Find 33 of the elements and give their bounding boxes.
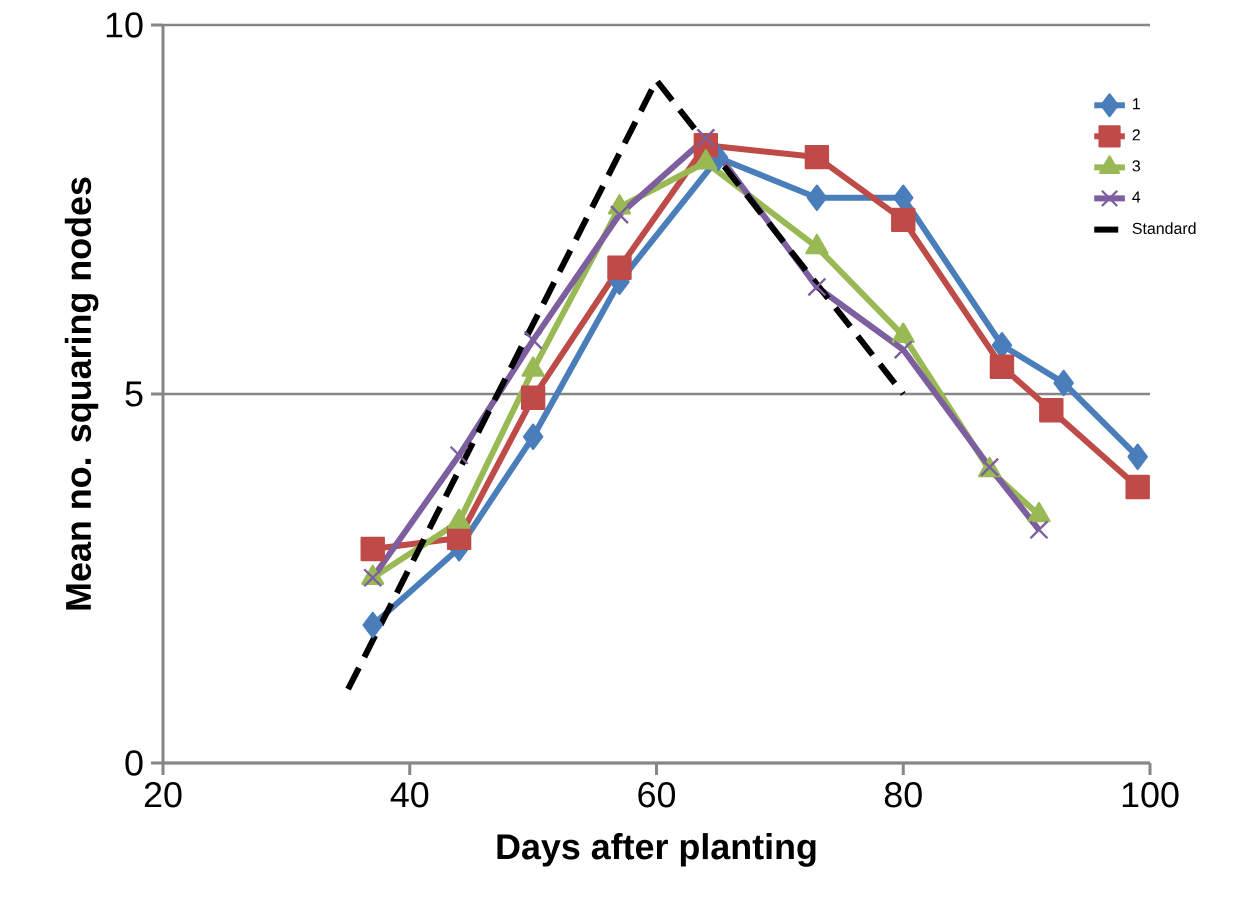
point bbox=[1127, 443, 1148, 470]
point bbox=[520, 385, 546, 410]
point bbox=[806, 184, 828, 211]
x-tick-label: 100 bbox=[1122, 782, 1179, 808]
y-axis-title: Mean no. squaring nodes bbox=[64, 177, 99, 610]
point bbox=[360, 536, 385, 562]
y-tick-label: 5 bbox=[125, 381, 143, 407]
point bbox=[891, 207, 916, 233]
y-tick-label: 10 bbox=[106, 12, 143, 38]
point bbox=[607, 255, 632, 280]
point bbox=[1125, 474, 1150, 500]
point bbox=[522, 423, 544, 450]
x-tick-label: 80 bbox=[884, 782, 922, 808]
y-tick-label: 0 bbox=[125, 750, 143, 776]
x-tick-label: 20 bbox=[144, 782, 182, 808]
legend-label: Standard bbox=[1132, 222, 1196, 235]
x-tick-label: 60 bbox=[638, 782, 676, 808]
point bbox=[1053, 369, 1074, 397]
point bbox=[989, 354, 1015, 379]
point bbox=[362, 611, 383, 639]
point bbox=[696, 128, 716, 148]
point bbox=[1039, 398, 1064, 423]
point bbox=[893, 184, 914, 211]
point bbox=[804, 144, 830, 170]
point bbox=[807, 277, 827, 297]
legend-label: 3 bbox=[1132, 160, 1141, 172]
legend-label: 2 bbox=[1132, 129, 1140, 141]
legend-label: 1 bbox=[1133, 98, 1140, 110]
x-tick-label: 40 bbox=[390, 782, 429, 808]
point bbox=[1029, 520, 1049, 540]
legend-label: 4 bbox=[1132, 191, 1141, 203]
point bbox=[609, 204, 630, 225]
x-axis-title: Days after planting bbox=[497, 833, 816, 867]
